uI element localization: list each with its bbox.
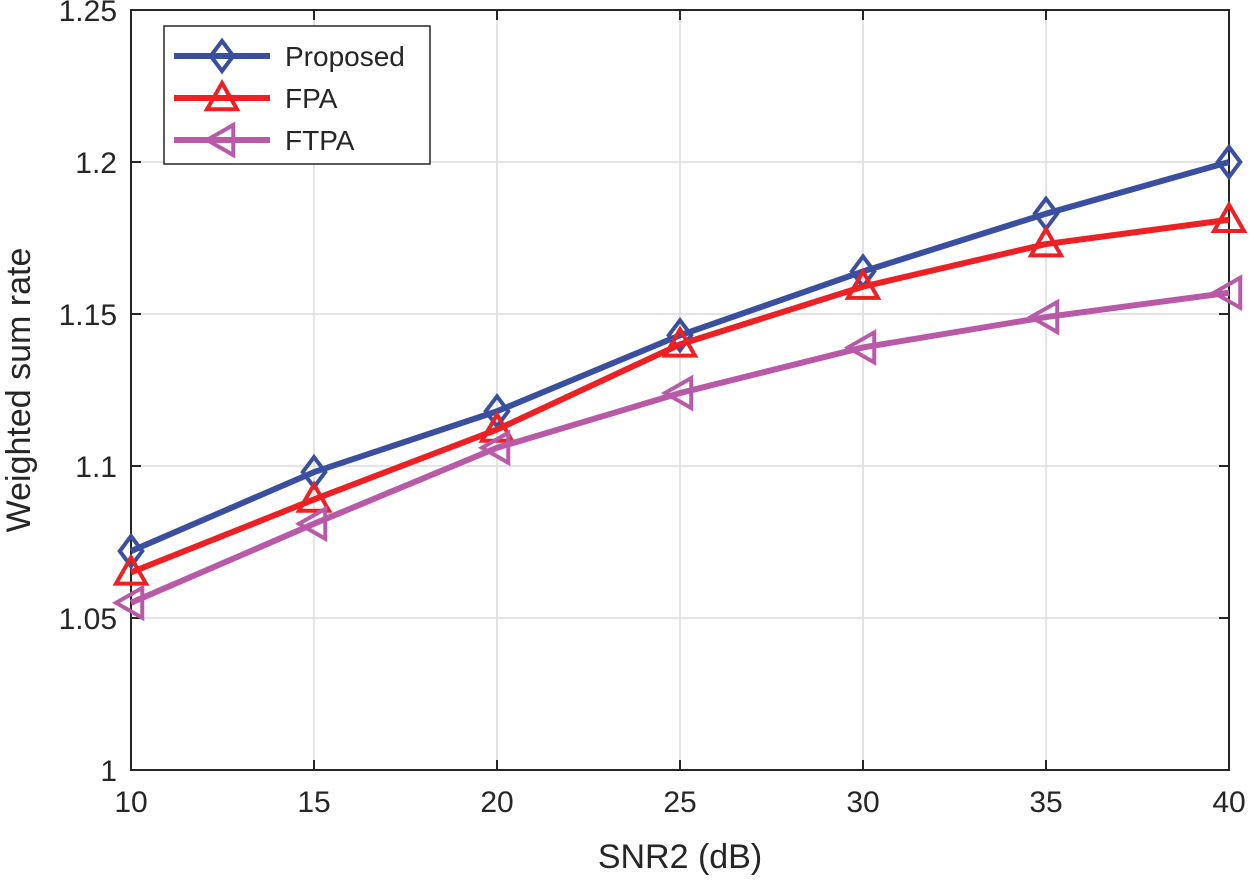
data-point-fpa: [1027, 225, 1065, 258]
data-point-fpa: [295, 480, 333, 513]
y-tick-label: 1.15: [59, 299, 117, 332]
y-tick-label: 1.05: [59, 603, 117, 636]
data-point-ftpa: [660, 374, 694, 412]
x-tick-label: 10: [114, 786, 147, 819]
legend-label-fpa: FPA: [285, 83, 338, 114]
y-tick-label: 1: [100, 755, 117, 788]
legend-marker-fpa: [203, 78, 241, 112]
data-point-ftpa: [1026, 298, 1060, 336]
data-point-ftpa: [1209, 274, 1243, 312]
data-point-fpa: [661, 325, 699, 358]
data-point-fpa: [1210, 200, 1248, 234]
x-axis-title: SNR2 (dB): [598, 838, 762, 876]
legend-item-proposed: Proposed: [174, 37, 405, 75]
series-ftpa: [111, 274, 1243, 622]
data-point-proposed: [1215, 143, 1243, 181]
axis-ticks: 10 15 20 25 30 35 40 1 1.05 1.1 1.15 1.2 1.25: [59, 0, 1246, 819]
data-point-ftpa: [111, 584, 145, 622]
legend-marker-proposed: [208, 37, 236, 75]
legend-item-ftpa: FTPA: [174, 121, 355, 159]
series-line-fpa: [129, 216, 1230, 576]
series-fpa: [112, 200, 1248, 586]
x-tick-label: 25: [663, 786, 696, 819]
y-tick-label: 1.2: [75, 147, 117, 180]
data-point-fpa: [844, 267, 882, 300]
series-line-proposed: [129, 159, 1230, 554]
legend-label-proposed: Proposed: [285, 41, 405, 72]
legend: Proposed FPA FTPA: [163, 25, 431, 165]
data-point-proposed: [666, 316, 694, 354]
data-point-ftpa: [843, 328, 877, 366]
x-tick-label: 15: [297, 786, 330, 819]
y-tick-label: 1.25: [59, 0, 117, 28]
legend-item-fpa: FPA: [174, 78, 338, 114]
x-tick-label: 35: [1029, 786, 1062, 819]
data-point-proposed: [117, 532, 145, 570]
series-line-ftpa: [129, 289, 1230, 606]
y-tick-label: 1.1: [75, 451, 117, 484]
data-point-ftpa: [477, 429, 511, 467]
x-tick-label: 20: [480, 786, 513, 819]
y-axis-title: Weighted sum rate: [0, 248, 38, 533]
data-point-ftpa: [294, 505, 328, 543]
legend-marker-ftpa: [202, 121, 236, 159]
x-tick-label: 30: [846, 786, 879, 819]
legend-label-ftpa: FTPA: [285, 125, 355, 156]
x-tick-label: 40: [1212, 786, 1245, 819]
series-layer: [111, 143, 1248, 622]
data-point-fpa: [112, 553, 150, 586]
